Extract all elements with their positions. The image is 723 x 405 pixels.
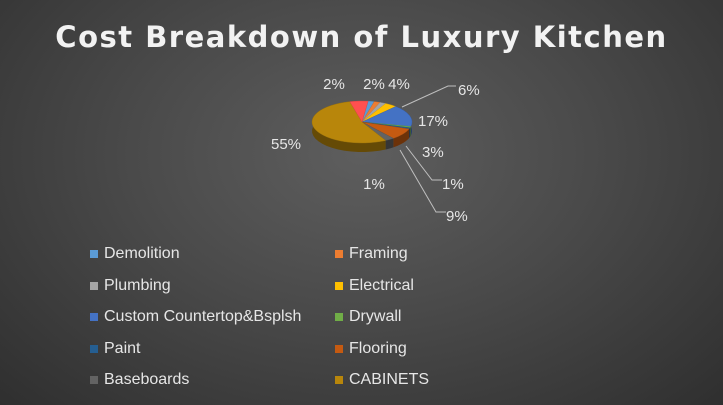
chart-title: Cost Breakdown of Luxury Kitchen: [55, 20, 668, 54]
legend-entry-framing: Framing: [335, 245, 408, 263]
legend-swatch: [90, 344, 98, 353]
legend-entry-flooring: Flooring: [335, 340, 407, 358]
legend-entry-baseboards: Baseboards: [90, 371, 189, 389]
legend-entry-demolition: Demolition: [90, 245, 180, 263]
data-label-framing: 2%: [363, 76, 385, 93]
legend-label: Plumbing: [104, 276, 171, 294]
pie-slice-cabinets: [311, 101, 387, 144]
data-label-drywall: 1%: [442, 176, 464, 193]
legend-entry-custom-countertop-bsplsh: Custom Countertop&Bsplsh: [90, 308, 301, 326]
data-label-demolition: 2%: [323, 76, 345, 93]
legend-swatch: [90, 250, 98, 258]
legend-label: Demolition: [104, 245, 180, 262]
data-label-paint: 1%: [363, 176, 385, 193]
legend-entry-electrical: Electrical: [335, 277, 414, 295]
legend-label: Baseboards: [104, 371, 190, 388]
legend-label: Drywall: [349, 308, 402, 325]
legend-label: Electrical: [349, 276, 414, 294]
data-label-baseboards: 3%: [422, 144, 444, 161]
data-label-flooring: 9%: [446, 208, 468, 225]
leader-line-unnamed-10: [401, 85, 456, 108]
data-label-unnamed-10: 6%: [458, 82, 480, 99]
pie-slice-custom-countertop-bsplsh: [361, 106, 413, 127]
legend-label: Custom Countertop&Bsplsh: [104, 308, 302, 325]
pie-side-paint: [409, 127, 411, 138]
legend-entry-plumbing: Plumbing: [90, 277, 171, 295]
legend-label: Paint: [104, 339, 141, 357]
leader-line-drywall: [405, 145, 442, 181]
legend-swatch: [90, 313, 98, 321]
legend-label: CABINETS: [349, 371, 430, 388]
legend-swatch: [90, 376, 98, 384]
legend-label: Framing: [349, 245, 408, 262]
legend-entry-cabinets: CABINETS: [335, 371, 429, 389]
pie-slice-unnamed-10: [349, 100, 369, 123]
data-label-electrical: 4%: [388, 76, 410, 93]
pie-side-drywall: [410, 126, 411, 137]
legend-swatch: [335, 376, 343, 384]
pie-side-baseboards: [385, 138, 394, 150]
data-label-custom-countertop-bsplsh: 17%: [418, 113, 448, 130]
data-label-cabinets: 55%: [271, 136, 301, 153]
leader-line-flooring: [399, 149, 446, 213]
legend-swatch: [335, 344, 343, 353]
legend-swatch: [335, 313, 343, 321]
legend-entry-drywall: Drywall: [335, 308, 401, 326]
legend-label: Flooring: [349, 339, 407, 357]
legend-entry-paint: Paint: [90, 340, 140, 358]
legend-swatch: [90, 281, 98, 290]
legend-swatch: [335, 250, 343, 258]
legend-swatch: [335, 281, 343, 290]
pie-side-flooring: [393, 128, 410, 148]
